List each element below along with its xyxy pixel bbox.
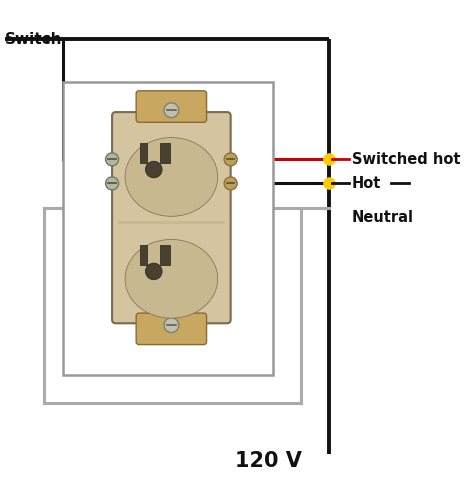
- Circle shape: [146, 161, 162, 178]
- Circle shape: [106, 153, 118, 166]
- Circle shape: [164, 103, 179, 118]
- FancyBboxPatch shape: [136, 91, 207, 122]
- Text: Hot: Hot: [352, 176, 382, 191]
- Bar: [160, 244, 170, 265]
- Circle shape: [146, 263, 162, 280]
- Text: Switched hot: Switched hot: [352, 152, 461, 167]
- Text: Switch: Switch: [5, 32, 62, 46]
- Bar: [140, 143, 147, 163]
- Circle shape: [164, 318, 179, 332]
- Ellipse shape: [125, 239, 218, 318]
- FancyBboxPatch shape: [112, 112, 231, 323]
- Circle shape: [224, 153, 237, 166]
- Bar: [63, 81, 273, 375]
- FancyBboxPatch shape: [136, 313, 207, 345]
- Circle shape: [224, 177, 237, 190]
- Ellipse shape: [125, 137, 218, 216]
- Circle shape: [106, 177, 118, 190]
- Text: Neutral: Neutral: [352, 210, 414, 225]
- Bar: [140, 244, 147, 265]
- Bar: [160, 143, 170, 163]
- Text: 120 V: 120 V: [235, 451, 302, 471]
